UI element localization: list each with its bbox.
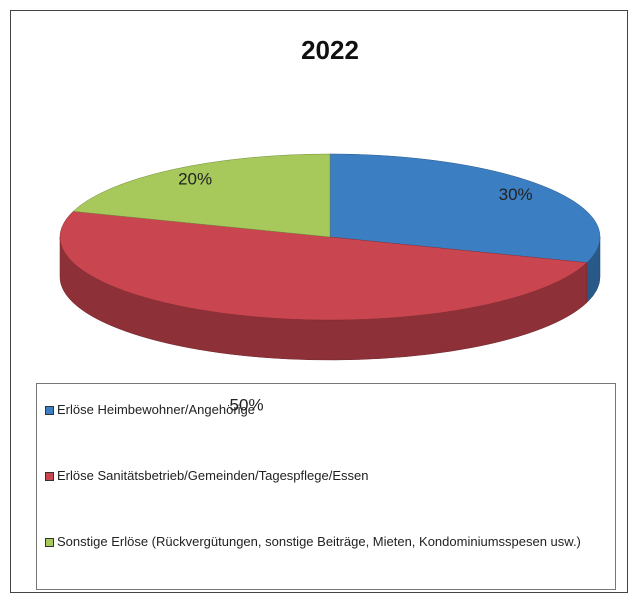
legend-label: Sonstige Erlöse (Rückvergütungen, sonsti… <box>57 534 581 549</box>
slice <box>72 153 331 238</box>
legend: Erlöse Heimbewohner/Angehörige Erlöse San… <box>36 383 616 590</box>
legend-entry: Erlöse Sanitätsbetrieb/Gemeinden/Tagespf… <box>45 468 607 484</box>
legend-label: Erlöse Sanitätsbetrieb/Gemeinden/Tagespf… <box>57 468 369 483</box>
data-label: 20% <box>178 169 212 188</box>
chart-title: 2022 <box>301 35 359 65</box>
chart-frame <box>10 10 628 593</box>
legend-entry: Sonstige Erlöse (Rückvergütungen, sonsti… <box>45 534 607 550</box>
slice <box>329 153 601 263</box>
legend-entry: Erlöse Heimbewohner/Angehörige <box>45 402 607 418</box>
legend-swatch <box>45 538 54 547</box>
slice <box>59 211 588 321</box>
legend-swatch <box>45 406 54 415</box>
data-label: 30% <box>499 185 533 204</box>
legend-label: Erlöse Heimbewohner/Angehörige <box>57 402 256 417</box>
legend-swatch <box>45 472 54 481</box>
data-label: 50% <box>230 395 264 414</box>
